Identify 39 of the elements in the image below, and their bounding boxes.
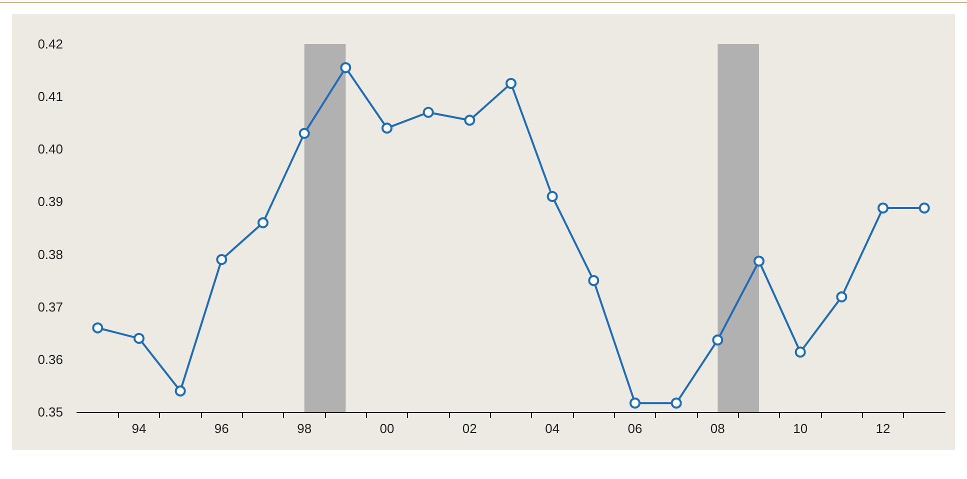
x-tick-label: 00 (380, 421, 394, 436)
x-tick-label: 96 (214, 421, 229, 436)
point (506, 78, 516, 89)
point (630, 398, 640, 409)
point (836, 291, 848, 302)
point (670, 398, 682, 409)
point (298, 128, 310, 139)
y-tick-label: 0.41 (38, 89, 63, 104)
x-tick-label: 02 (462, 421, 477, 436)
point (588, 275, 600, 286)
point (754, 256, 764, 267)
point (546, 190, 558, 202)
y-tick-label: 0.36 (38, 352, 63, 367)
point (464, 114, 476, 126)
y-tick-label: 0.35 (38, 404, 63, 420)
x-tick-label: 94 (132, 421, 146, 436)
y-tick-label: 0.40 (38, 142, 63, 157)
point (712, 334, 724, 346)
point (918, 202, 930, 214)
y-tick-label: 0.38 (38, 246, 63, 262)
x-tick-label: 04 (545, 421, 560, 436)
y-tick-label: 0.37 (38, 299, 63, 314)
y-tick-label: 0.39 (38, 194, 63, 210)
point (216, 254, 228, 266)
y-tick-label: 0.42 (38, 36, 63, 52)
x-tick-label: 06 (628, 421, 642, 436)
point (174, 385, 186, 396)
x-tick-label: 08 (710, 421, 725, 436)
point (878, 202, 888, 214)
point (422, 106, 434, 118)
x-tick-label: 10 (793, 421, 808, 436)
point (258, 217, 268, 228)
point (92, 322, 104, 334)
point (134, 332, 144, 344)
point (794, 346, 806, 358)
x-tick-label: 98 (297, 421, 312, 436)
point (382, 122, 392, 134)
point (340, 62, 352, 74)
x-tick-label: 12 (876, 421, 890, 436)
